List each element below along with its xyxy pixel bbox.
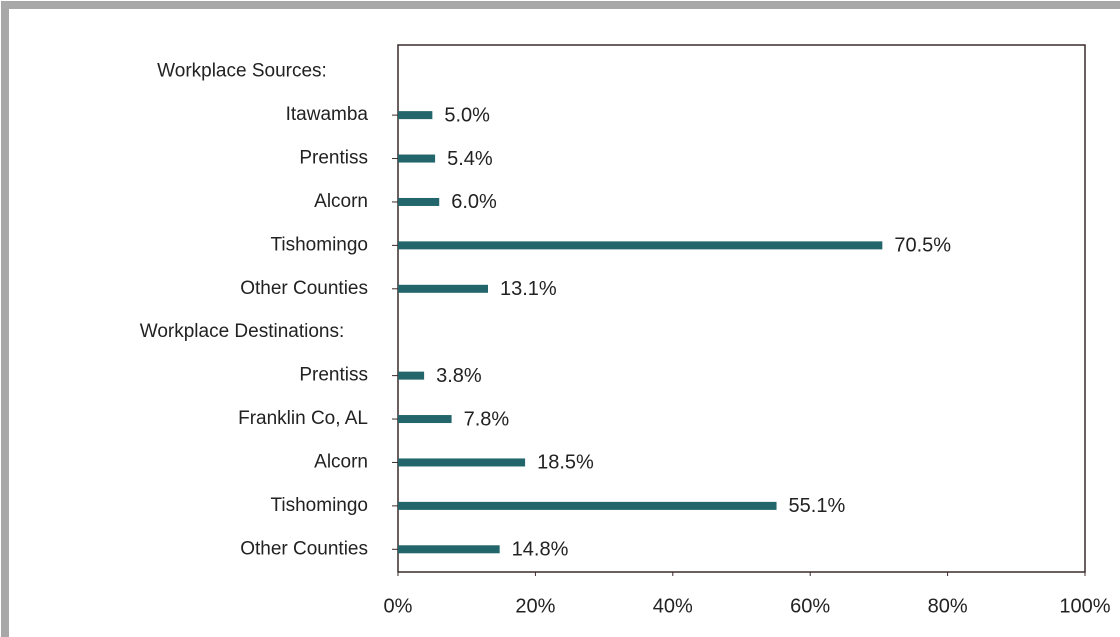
bar <box>398 284 488 293</box>
data-label: 5.0% <box>444 104 490 126</box>
bar <box>398 241 883 250</box>
x-tick-label: 80% <box>928 595 968 617</box>
bar <box>398 458 526 467</box>
data-label: 55.1% <box>789 495 846 517</box>
data-label: 18.5% <box>537 452 594 474</box>
y-tick-label: Itawamba <box>286 104 369 125</box>
group-label: Workplace Destinations: <box>140 321 345 342</box>
data-label: 3.8% <box>436 365 482 387</box>
y-tick-label: Franklin Co, AL <box>238 408 368 429</box>
data-label: 13.1% <box>500 278 557 300</box>
y-tick-label: Tishomingo <box>270 234 368 255</box>
bar <box>398 415 452 424</box>
x-tick-label: 60% <box>790 595 830 617</box>
data-label: 7.8% <box>464 408 510 430</box>
data-label: 70.5% <box>894 235 951 257</box>
bar <box>398 154 436 163</box>
data-label: 14.8% <box>512 539 569 561</box>
bar <box>398 371 425 380</box>
y-tick-label: Tishomingo <box>270 495 368 516</box>
x-tick-label: 20% <box>515 595 555 617</box>
data-label: 6.0% <box>451 191 497 213</box>
bar <box>398 545 500 554</box>
y-tick-label: Other Counties <box>240 278 368 299</box>
group-label: Workplace Sources: <box>157 61 327 82</box>
y-tick-label: Alcorn <box>314 191 368 212</box>
y-tick-label: Other Counties <box>240 538 368 559</box>
x-tick-label: 40% <box>653 595 693 617</box>
data-label: 5.4% <box>447 148 493 170</box>
plot-area <box>397 44 1086 573</box>
x-tick-label: 100% <box>1059 595 1110 617</box>
y-tick-label: Prentiss <box>299 365 368 386</box>
bar <box>398 111 433 120</box>
bar <box>398 197 440 206</box>
bar <box>398 501 777 510</box>
y-tick-label: Prentiss <box>299 148 368 169</box>
y-tick-label: Alcorn <box>314 451 368 472</box>
x-tick-label: 0% <box>384 595 413 617</box>
